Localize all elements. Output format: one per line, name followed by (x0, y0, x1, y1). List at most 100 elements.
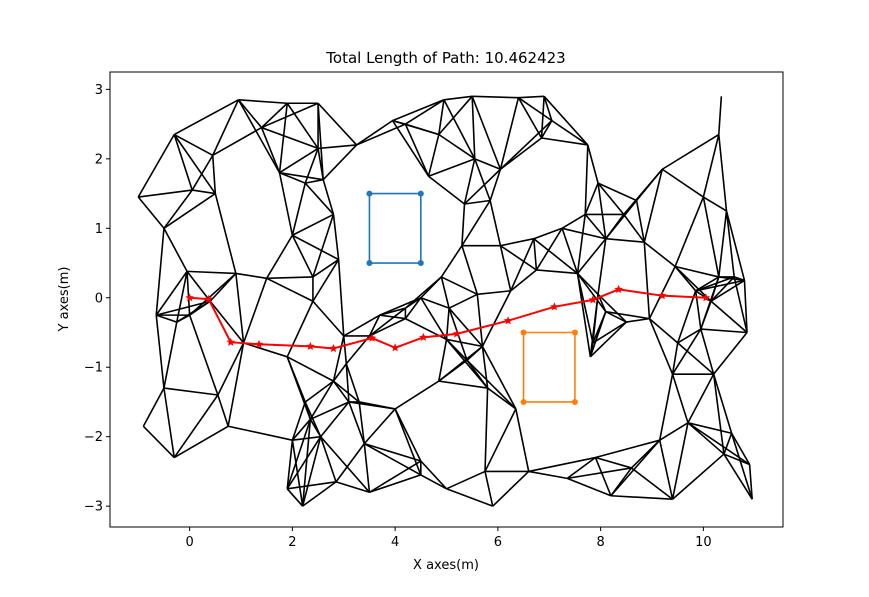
mesh-edge (291, 182, 306, 236)
mesh-edge (260, 127, 281, 174)
mesh-edge (440, 276, 450, 309)
mesh-edge (592, 321, 627, 344)
mesh-edge (635, 200, 646, 243)
mesh-edge (320, 436, 371, 493)
mesh-edge (499, 120, 553, 170)
mesh-edge (481, 346, 517, 410)
mesh-edge (211, 155, 217, 194)
mesh-edge (566, 456, 596, 480)
mesh-edge (427, 134, 440, 177)
mesh-edge (597, 293, 627, 323)
mesh-edge (443, 99, 476, 160)
obstacle-layer (366, 190, 578, 405)
mesh-edge (364, 442, 422, 462)
y-axis-label: Y axes(m) (57, 267, 72, 333)
mesh-edge (438, 133, 476, 160)
mesh-edge (163, 387, 218, 396)
mesh-edge (517, 97, 553, 122)
path-point (614, 284, 623, 294)
mesh-edge (441, 276, 478, 296)
mesh-edge (186, 271, 191, 316)
mesh-edge (363, 408, 396, 445)
mesh-edge (292, 435, 321, 441)
mesh-edge (695, 290, 712, 302)
mesh-edge (610, 439, 661, 497)
mesh-edge (345, 363, 350, 403)
mesh-edge (489, 200, 502, 246)
obstacle-rect-blue-vertex (417, 190, 424, 197)
mesh-edge (142, 425, 175, 459)
mesh-edge (725, 210, 735, 278)
mesh-edge (605, 310, 650, 320)
mesh-edge (499, 137, 543, 170)
mesh-edge (517, 97, 543, 139)
mesh-edge (500, 237, 534, 247)
mesh-edge (137, 196, 165, 229)
mesh-edge (725, 210, 746, 281)
mesh-edge (332, 380, 350, 403)
path-point (226, 337, 235, 346)
mesh-edge (595, 439, 660, 459)
mesh-edge (677, 328, 702, 344)
mesh-edge (192, 189, 216, 195)
mesh-edge (394, 408, 422, 462)
mesh-edge (643, 169, 664, 243)
mesh-edge (461, 245, 479, 295)
mesh-edge (392, 119, 440, 136)
mesh-edge (576, 273, 592, 357)
mesh-edge (533, 238, 538, 271)
mesh-edge (291, 234, 314, 278)
mesh-edge (155, 315, 165, 389)
mesh-edge (472, 95, 519, 99)
path-point (658, 291, 667, 300)
mesh-edge (312, 259, 340, 302)
mesh-edge (420, 276, 442, 299)
mesh-edge (292, 234, 339, 261)
mesh-edge (648, 318, 674, 375)
mesh-edge (710, 276, 735, 302)
mesh-edge (587, 144, 599, 184)
mesh-edge (356, 119, 394, 146)
mesh-edge (489, 169, 502, 201)
mesh-edge (461, 200, 491, 247)
mesh-edge (227, 342, 245, 427)
mesh-edge (261, 102, 288, 129)
mesh-edge (173, 99, 239, 136)
mesh-edge (623, 213, 645, 243)
mesh-edge (730, 432, 751, 465)
mesh-edge (188, 314, 219, 396)
mesh-edge (476, 294, 484, 347)
mesh-edge (567, 467, 632, 480)
mesh-edge (584, 144, 589, 215)
mesh-edge (155, 270, 188, 316)
mesh-edge (292, 213, 334, 236)
mesh-edge (717, 96, 723, 135)
mesh-edge (610, 494, 673, 501)
mesh-edge (687, 422, 732, 434)
mesh-edge (286, 419, 312, 490)
mesh-edge (661, 168, 704, 198)
mesh-edge (484, 471, 494, 507)
mesh-edge (597, 182, 625, 215)
mesh-edge (446, 488, 494, 507)
mesh-edge (712, 373, 733, 434)
mesh-edge (235, 272, 267, 280)
mesh-edge (176, 271, 188, 323)
mesh-edge (191, 154, 214, 191)
mesh-edge (242, 278, 268, 344)
mesh-edge (438, 380, 488, 389)
mesh-edge (394, 408, 422, 476)
mesh-edge (379, 314, 406, 320)
mesh-edge (261, 102, 319, 129)
mesh-edge (163, 227, 188, 272)
mesh-edge (163, 189, 193, 229)
mesh-edge (723, 453, 753, 500)
mesh-edge (173, 134, 193, 191)
mesh-edge (576, 272, 607, 313)
mesh-edge (589, 294, 599, 357)
mesh-edge (481, 290, 512, 347)
mesh-edge (676, 290, 697, 344)
mesh-edge (518, 95, 545, 99)
mesh-edge (713, 331, 748, 375)
mesh-edge (156, 300, 211, 316)
